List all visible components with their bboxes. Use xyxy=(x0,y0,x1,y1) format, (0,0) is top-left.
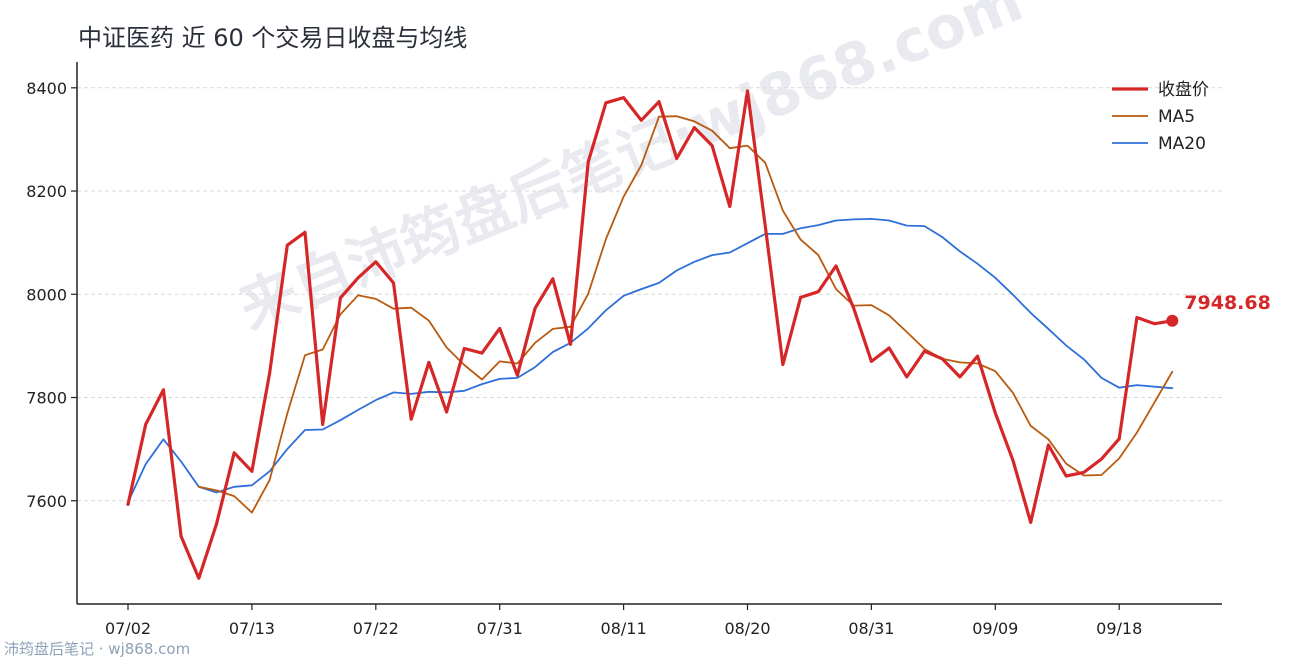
y-tick-label: 8200 xyxy=(26,182,67,201)
x-tick-label: 08/20 xyxy=(724,619,770,638)
axes: 7600 7800 8000 8200 8400 07/02 07/13 07/22 07/31… xyxy=(26,62,1222,638)
grid xyxy=(77,87,1222,502)
last-close-marker xyxy=(1166,314,1179,327)
y-tick-label: 8000 xyxy=(26,285,67,304)
legend: 收盘价 MA5 MA20 xyxy=(1112,80,1209,154)
legend-label: 收盘价 xyxy=(1158,80,1209,100)
series-line-ma20 xyxy=(127,218,1174,504)
y-tick-label: 8400 xyxy=(26,79,67,98)
x-tick-label: 07/31 xyxy=(477,619,523,638)
y-tick-label: 7800 xyxy=(26,389,67,408)
chart-title: 中证医药 近 60 个交易日收盘与均线 xyxy=(78,24,468,52)
x-tick-label: 08/11 xyxy=(601,619,647,638)
footer-watermark: 沛筠盘后笔记 · wj868.com xyxy=(4,640,191,658)
y-tick-label: 7600 xyxy=(26,492,67,511)
x-tick-label: 08/31 xyxy=(848,619,894,638)
x-tick-label: 09/09 xyxy=(972,619,1018,638)
series-line-close xyxy=(126,89,1174,580)
legend-label: MA5 xyxy=(1158,107,1195,127)
x-tick-label: 07/02 xyxy=(105,619,151,638)
last-close-label: 7948.68 xyxy=(1184,292,1271,314)
series-layer: 7948.68 xyxy=(126,89,1271,580)
legend-label: MA20 xyxy=(1158,134,1206,154)
series-line-ma5 xyxy=(197,115,1174,514)
x-tick-label: 07/22 xyxy=(353,619,399,638)
watermark: 来自沛筠盘后笔记·wj868.com xyxy=(230,0,1032,343)
x-tick-label: 07/13 xyxy=(229,619,275,638)
x-tick-label: 09/18 xyxy=(1096,619,1142,638)
